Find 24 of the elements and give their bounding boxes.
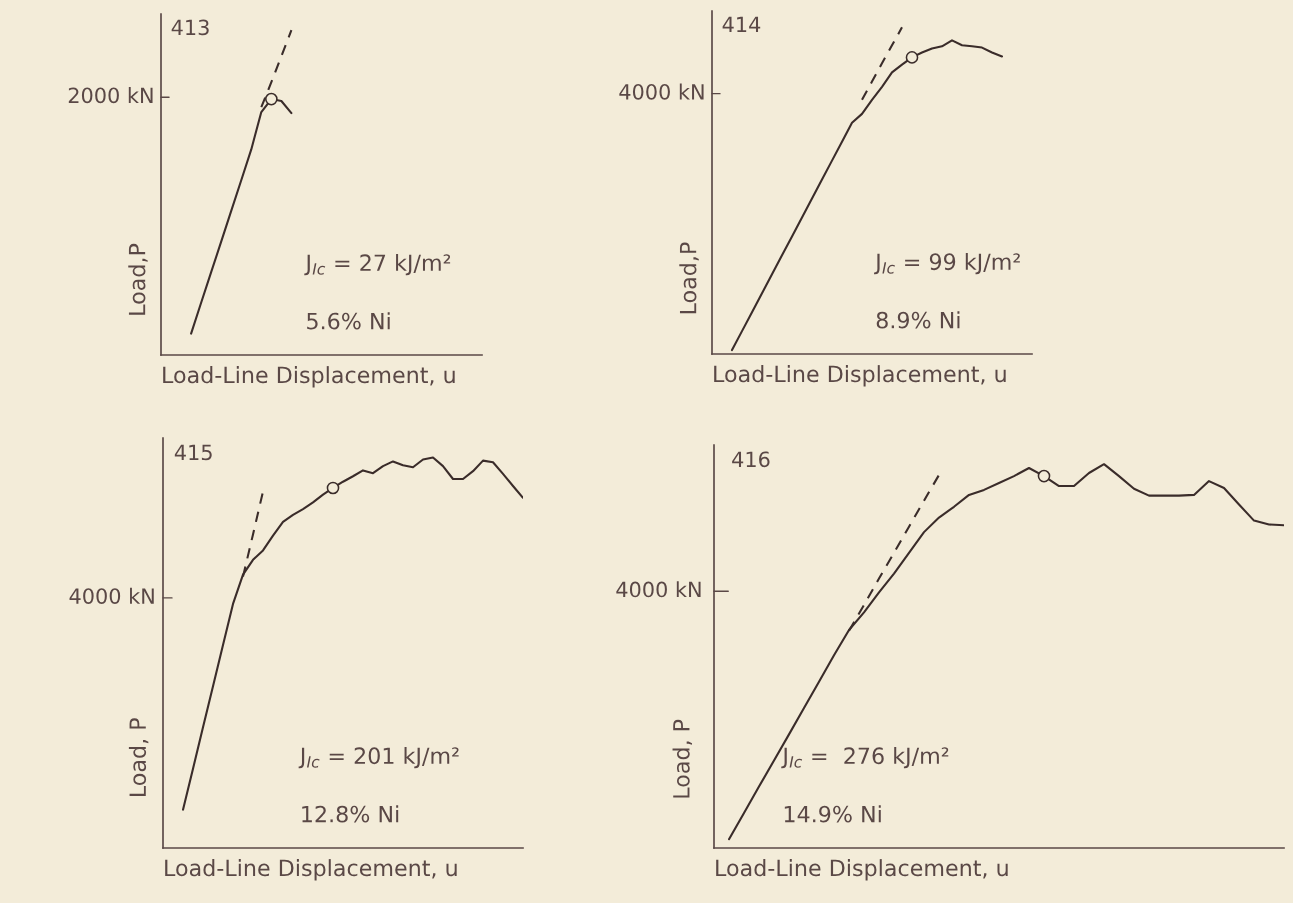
text: 2000 kN [68,87,153,104]
chart-title: 416 [732,451,770,468]
chart-title: 415 [174,444,212,461]
y-axis-title: Load,P [679,242,699,314]
text: 4000 kN [616,581,701,598]
chart-title: 413 [171,19,209,36]
annotation: 12.8% Ni [302,805,399,823]
x-axis-title: Load-Line Displacement, u [165,859,457,881]
y-axis-title: Load, P [128,718,149,797]
annotation: J$_{Ic}$ = 276 kJ/m² [781,746,949,769]
x-axis-title: Load-Line Displacement, u [716,859,1008,881]
annotation: J$_{Ic}$ = 99 kJ/m² [874,252,1020,275]
y-axis-title: Load,P [128,243,148,315]
annotation: 8.9% Ni [876,311,960,329]
x-axis-title: Load-Line Displacement, u [714,365,1006,387]
x-axis-title: Load-Line Displacement, u [163,366,455,388]
y-axis-title: Load, P [672,719,693,798]
text: J$_{Ic}$ = 27 kJ/m² [304,253,451,276]
text: 4000 kN [619,83,704,100]
text: 4000 kN [69,587,154,604]
text: 5.6% Ni [307,312,390,330]
annotation: J$_{Ic}$ = 201 kJ/m² [298,746,459,769]
annotation: 14.9% Ni [784,805,881,823]
chart-title: 414 [722,16,761,32]
